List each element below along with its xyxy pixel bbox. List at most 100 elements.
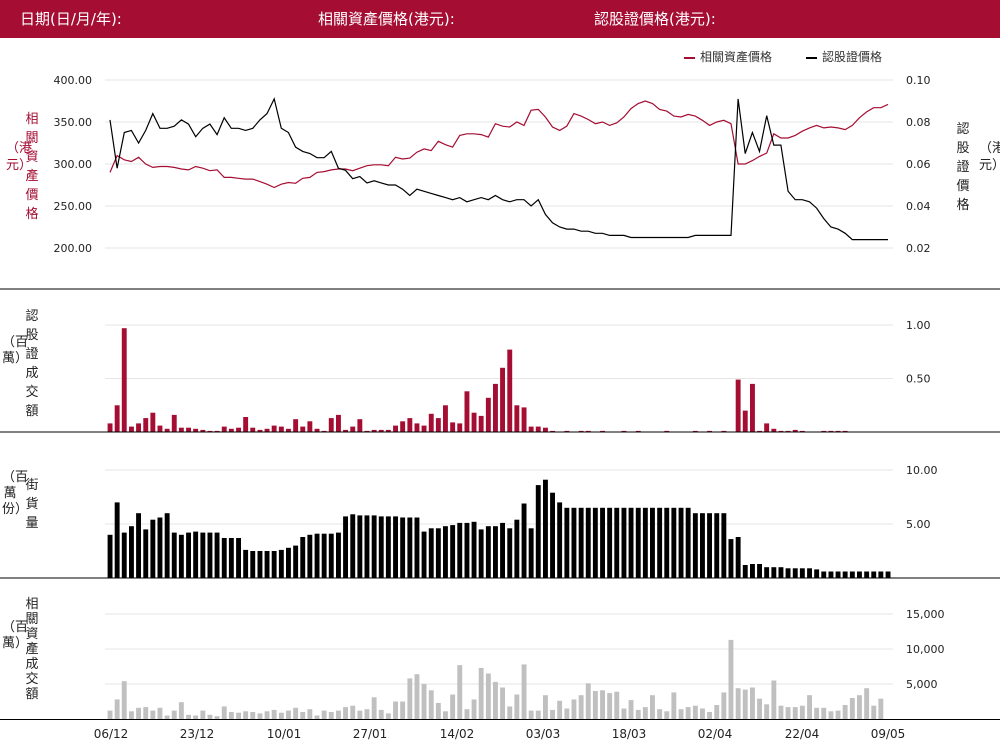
warrant-turnover-bar (750, 383, 755, 432)
warrant-price-label: 認股證價格(港元): (594, 10, 716, 28)
warrant-turnover-bar (257, 429, 263, 432)
warrant-turnover-tick-label: 1.00 (906, 319, 931, 332)
underlying-turnover-bar (164, 715, 170, 719)
outstanding-bar (200, 532, 206, 578)
outstanding-tick-label: 5.00 (906, 518, 931, 531)
warrant-turnover-bar (171, 414, 177, 432)
underlying-turnover-bar (650, 695, 655, 719)
warrant-turnover-bar (778, 430, 784, 432)
warrant-price-line (109, 97, 888, 241)
underlying-turnover-bar (535, 710, 541, 719)
outstanding-bar (614, 507, 620, 578)
outstanding-bar (435, 528, 441, 578)
underlying-turnover-bar (835, 710, 841, 719)
warrant-turnover-bar (107, 423, 113, 432)
warrant-turnover-tick-label: 0.50 (906, 373, 931, 386)
outstanding-bar (421, 531, 427, 578)
warrant-turnover-bar (464, 391, 470, 432)
x-tick-label: 22/04 (785, 727, 820, 741)
outstanding-bar (842, 571, 848, 578)
underlying-turnover-tick-label: 10,000 (906, 643, 945, 656)
underlying-turnover-bar (443, 711, 448, 719)
underlying-turnover-tick-label: 5,000 (906, 678, 938, 691)
outstanding-bar (300, 537, 306, 578)
warrant-turnover-bar (692, 430, 698, 432)
outstanding-bar (735, 537, 741, 578)
underlying-turnover-bar (236, 712, 241, 719)
outstanding-bar (607, 507, 613, 578)
warrant-turnover-bar (478, 415, 484, 432)
warrant-turnover-bar (143, 418, 149, 432)
outstanding-label: 街貨量 (25, 478, 39, 531)
underlying-turnover-bar (571, 699, 577, 719)
price-left-tick-label: 350.00 (54, 116, 93, 129)
underlying-turnover-bar (528, 710, 534, 719)
warrant-turnover-bar (543, 427, 548, 432)
warrant-turnover-bar (450, 422, 456, 432)
warrant-turnover-bar (407, 418, 413, 432)
outstanding-bar (193, 531, 199, 578)
warrant-turnover-label: 認股證成交額 (25, 309, 39, 419)
underlying-turnover-bar (543, 695, 548, 719)
outstanding-bar (350, 514, 356, 578)
warrant-turnover-bar (443, 405, 448, 433)
underlying-turnover-bar (814, 707, 820, 719)
warrant-turnover-bar (564, 430, 570, 432)
outstanding-bar (143, 529, 149, 578)
outstanding-bar (692, 513, 698, 578)
underlying-turnover-bar (307, 709, 313, 719)
underlying-turnover-bar (742, 689, 748, 719)
underlying-turnover-bar (764, 704, 770, 719)
underlying-turnover-bar (228, 712, 234, 719)
outstanding-bar (364, 515, 370, 578)
warrant-turnover-bar (300, 426, 306, 432)
warrant-turnover-bar (521, 407, 527, 432)
underlying-turnover-tick-label: 15,000 (906, 608, 945, 621)
underlying-turnover-bar (336, 710, 341, 719)
warrant-turnover-bar (528, 426, 534, 432)
outstanding-bar (785, 568, 791, 578)
underlying-turnover-bar (421, 684, 427, 719)
price-right-tick-label: 0.08 (906, 116, 931, 129)
warrant-turnover-bar (357, 419, 363, 432)
legend-underlying-swatch (684, 56, 695, 59)
underlying-price-line (109, 100, 889, 189)
outstanding-bar (757, 564, 762, 578)
underlying-turnover-bar (671, 692, 677, 719)
outstanding-bar (528, 528, 534, 578)
outstanding-bar (271, 551, 277, 578)
warrant-turnover-bar (493, 383, 498, 432)
outstanding-bar (164, 513, 170, 578)
warrant-turnover-bar (485, 397, 491, 432)
right-price-label: 認股證價格 (956, 122, 970, 213)
underlying-turnover-bar (414, 674, 420, 719)
outstanding-bar (550, 492, 555, 578)
outstanding-bar (592, 507, 598, 578)
outstanding-bar (264, 551, 270, 578)
underlying-turnover-bar (678, 709, 684, 719)
underlying-turnover-bar (471, 699, 477, 719)
outstanding-bar (478, 529, 484, 578)
price-right-tick-label: 0.06 (906, 158, 931, 171)
underlying-turnover-bar (264, 711, 270, 719)
underlying-turnover-bar (257, 713, 263, 719)
outstanding-bar (464, 522, 470, 578)
x-tick-label: 18/03 (612, 727, 647, 741)
outstanding-bar (521, 503, 527, 578)
underlying-turnover-bar (136, 707, 141, 719)
underlying-turnover-bar (735, 688, 741, 719)
underlying-turnover-bar (293, 707, 299, 719)
underlying-turnover-bar (585, 683, 591, 719)
warrant-turnover-bar (293, 419, 299, 432)
x-tick-label: 09/05 (871, 727, 906, 741)
outstanding-bar (585, 507, 591, 578)
underlying-turnover-bar (114, 699, 120, 719)
underlying-turnover-bar (464, 709, 470, 719)
underlying-turnover-bar (371, 697, 377, 719)
underlying-turnover-bar (778, 705, 784, 719)
underlying-turnover-bar (243, 711, 249, 719)
price-left-tick-label: 300.00 (54, 158, 93, 171)
warrant-turnover-bar (364, 430, 370, 432)
warrant-turnover-bar (164, 428, 170, 432)
outstanding-bar (778, 567, 784, 578)
